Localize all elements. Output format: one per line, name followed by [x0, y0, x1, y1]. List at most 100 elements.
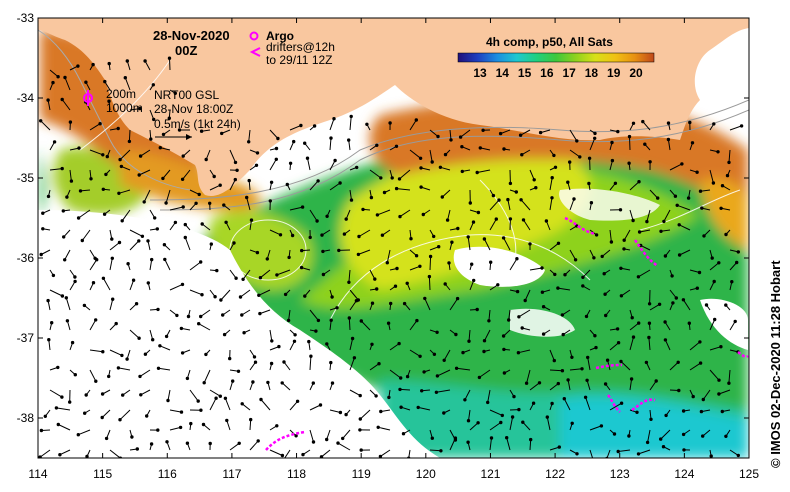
- current-vector-head: [419, 166, 423, 170]
- current-vector-head: [378, 454, 383, 458]
- current-vector-head: [622, 238, 626, 242]
- current-vector-head: [501, 236, 506, 240]
- current-vector-head: [560, 313, 565, 317]
- current-vector-head: [225, 418, 229, 423]
- current-vector-head: [50, 321, 54, 325]
- current-vector-head: [434, 390, 439, 394]
- current-vector-head: [593, 136, 597, 141]
- y-tick-label: -34: [17, 91, 35, 105]
- current-vector-head: [520, 153, 524, 157]
- current-vector-head: [233, 160, 238, 165]
- current-vector-head: [439, 449, 443, 453]
- current-info-line3: 0.5m/s (1kt 24h): [154, 117, 241, 131]
- current-vector-head: [117, 240, 122, 245]
- colorbar-tick-label: 16: [540, 66, 554, 80]
- current-vector-head: [604, 313, 608, 318]
- current-vector-head: [610, 140, 614, 145]
- current-vector: [198, 323, 211, 331]
- current-vector-head: [538, 130, 543, 135]
- current-vector-head: [235, 168, 239, 173]
- current-vector: [358, 249, 371, 255]
- current-vector-head: [553, 165, 558, 170]
- current-vector: [349, 116, 352, 131]
- current-vector-head: [179, 410, 184, 414]
- current-vector: [49, 168, 63, 171]
- current-vector-head: [164, 201, 168, 205]
- current-vector: [309, 356, 312, 371]
- current-vector-head: [619, 401, 624, 405]
- current-vector-head: [329, 360, 333, 365]
- current-vector: [429, 449, 441, 452]
- current-vector: [646, 209, 651, 222]
- current-vector: [162, 169, 171, 179]
- current-vector: [456, 367, 471, 371]
- current-vector-head: [84, 80, 88, 84]
- current-vector: [677, 204, 691, 211]
- current-vector-head: [101, 276, 106, 280]
- current-vector: [609, 402, 622, 411]
- current-vector-head: [101, 187, 106, 192]
- current-vector-head: [85, 454, 89, 458]
- current-vector-head: [455, 296, 460, 301]
- current-vector: [520, 199, 531, 211]
- current-vector-head: [354, 299, 359, 303]
- current-vector-head: [521, 420, 525, 424]
- current-vector-head: [46, 194, 51, 199]
- current-vector-head: [344, 412, 348, 417]
- current-vector-head: [41, 227, 45, 231]
- current-vector-head: [541, 305, 546, 309]
- current-vector-head: [687, 321, 691, 325]
- current-vector: [144, 60, 151, 71]
- current-vector: [487, 389, 491, 403]
- current-vector-head: [259, 397, 263, 402]
- current-vector-head: [329, 318, 333, 322]
- isobath-label-200: 200m: [106, 87, 136, 101]
- current-vector-head: [394, 186, 399, 191]
- current-vector-head: [275, 424, 279, 428]
- current-vector-head: [578, 155, 582, 159]
- current-vector: [189, 261, 201, 271]
- current-vector-head: [537, 381, 542, 385]
- current-vector: [89, 149, 103, 156]
- current-vector-head: [347, 280, 351, 284]
- current-vectors: [38, 56, 744, 458]
- current-vector-head: [496, 283, 500, 287]
- current-vector-head: [482, 339, 487, 343]
- current-vector-head: [676, 360, 680, 364]
- current-vector-head: [713, 317, 717, 322]
- current-vector: [467, 236, 471, 251]
- current-vector-head: [497, 198, 501, 202]
- current-vector-head: [349, 198, 354, 202]
- current-vector-head: [523, 298, 527, 303]
- current-vector: [229, 269, 237, 279]
- current-vector-head: [615, 327, 620, 331]
- current-vector-head: [709, 454, 713, 458]
- current-vector-head: [280, 381, 284, 385]
- current-vector-head: [489, 436, 494, 440]
- current-vector: [664, 339, 671, 351]
- current-vector: [89, 259, 98, 271]
- current-vector-head: [399, 405, 403, 409]
- current-vector-head: [442, 358, 446, 362]
- current-vector-head: [663, 320, 667, 324]
- current-vector-head: [282, 360, 286, 364]
- current-vector: [165, 189, 171, 204]
- current-vector-head: [468, 201, 472, 205]
- current-vector-head: [180, 351, 185, 355]
- current-vector-head: [418, 156, 423, 161]
- current-vector-head: [428, 254, 433, 259]
- current-vector: [281, 382, 291, 391]
- y-tick-label: -33: [17, 11, 35, 25]
- current-vector-head: [648, 160, 652, 164]
- current-vector-head: [435, 330, 439, 334]
- current-vector: [443, 349, 451, 361]
- current-vector-head: [292, 339, 297, 343]
- current-vector: [109, 258, 113, 271]
- current-vector-head: [175, 313, 179, 318]
- current-vector-head: [710, 256, 714, 260]
- current-vector-head: [213, 295, 217, 299]
- current-vector-head: [185, 441, 190, 445]
- current-vector-head: [698, 361, 703, 365]
- current-vector: [489, 218, 497, 231]
- current-vector: [109, 449, 121, 458]
